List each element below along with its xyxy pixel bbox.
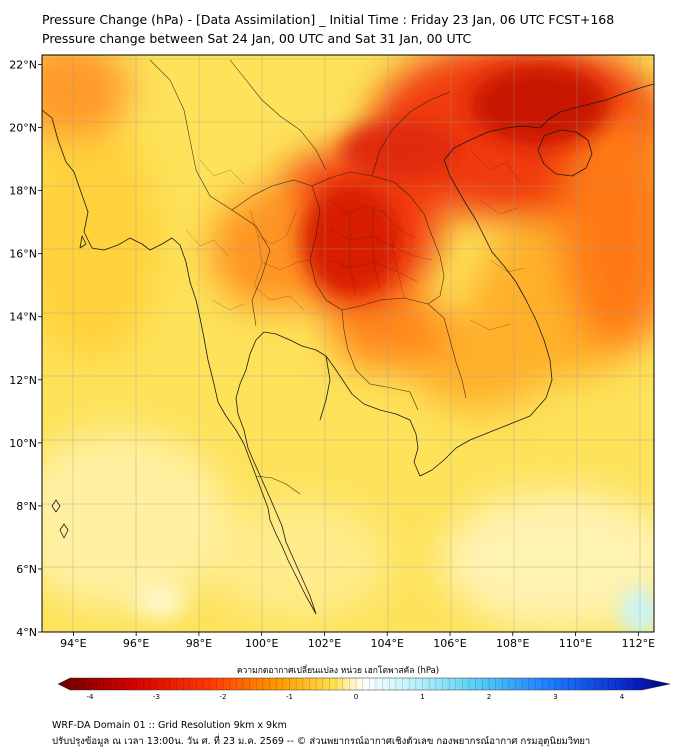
province-boundaries: [185, 149, 525, 331]
lon-tick-label: 108°E: [496, 637, 529, 650]
lon-tick-label: 98°E: [186, 637, 212, 650]
lon-tick-label: 106°E: [433, 637, 466, 650]
colorbar-tick-label: -1: [286, 693, 293, 701]
coastlines: [42, 83, 654, 615]
colorbar-tick-label: 4: [620, 693, 625, 701]
lat-tick-label: 14°N: [9, 311, 37, 324]
colorbar-tick-label: 1: [420, 693, 424, 701]
lat-tick-label: 20°N: [9, 122, 37, 135]
colorbar-tick-label: 3: [553, 693, 557, 701]
lat-tick-label: 16°N: [9, 248, 37, 261]
colorbar-tick-label: 0: [354, 693, 358, 701]
map-subtitle: Pressure change between Sat 24 Jan, 00 U…: [42, 31, 472, 46]
lon-tick-label: 102°E: [308, 637, 341, 650]
lon-tick-label: 104°E: [371, 637, 404, 650]
map-title: Pressure Change (hPa) - [Data Assimilati…: [42, 12, 615, 27]
lon-tick-label: 110°E: [559, 637, 592, 650]
lat-tick-label: 8°N: [16, 500, 37, 513]
lat-tick-label: 12°N: [9, 374, 37, 387]
lat-tick-label: 10°N: [9, 437, 37, 450]
lat-tick-label: 18°N: [9, 185, 37, 198]
pressure-field: [42, 55, 654, 632]
footer-credit: ปรับปรุงข้อมูล ณ เวลา 13:00น. วัน ศ. ที่…: [52, 736, 591, 747]
lat-tick-label: 6°N: [16, 563, 37, 576]
colorbar-tick-label: -3: [153, 693, 160, 701]
map-frame: [41, 54, 655, 633]
lat-tick-label: 4°N: [16, 626, 37, 639]
lat-tick-label: 22°N: [9, 58, 37, 71]
colorbar-tick-label: 2: [487, 693, 491, 701]
lon-tick-label: 94°E: [60, 637, 86, 650]
country-borders: [149, 59, 467, 495]
colorbar: -4 -3 -2 -1 0 1 2 3 4: [57, 677, 671, 701]
longitude-labels: 94°E 96°E 98°E 100°E 102°E 104°E 106°E 108°E 110…: [60, 632, 655, 650]
lon-tick-label: 112°E: [622, 637, 655, 650]
footer-model-info: WRF-DA Domain 01 :: Grid Resolution 9km …: [52, 720, 287, 731]
colorbar-title: ความกดอากาศเปลี่ยนแปลง หน่วย เฮกโตพาสคัล…: [236, 666, 440, 676]
lon-tick-label: 96°E: [123, 637, 149, 650]
lon-tick-label: 100°E: [245, 637, 278, 650]
colorbar-bar: [57, 677, 671, 691]
colorbar-tick-label: -4: [86, 693, 94, 701]
latitude-labels: 22°N 20°N 18°N 16°N 14°N 12°N 10°N 8°N 6°N 4°N: [9, 58, 42, 639]
colorbar-tick-label: -2: [219, 693, 226, 701]
